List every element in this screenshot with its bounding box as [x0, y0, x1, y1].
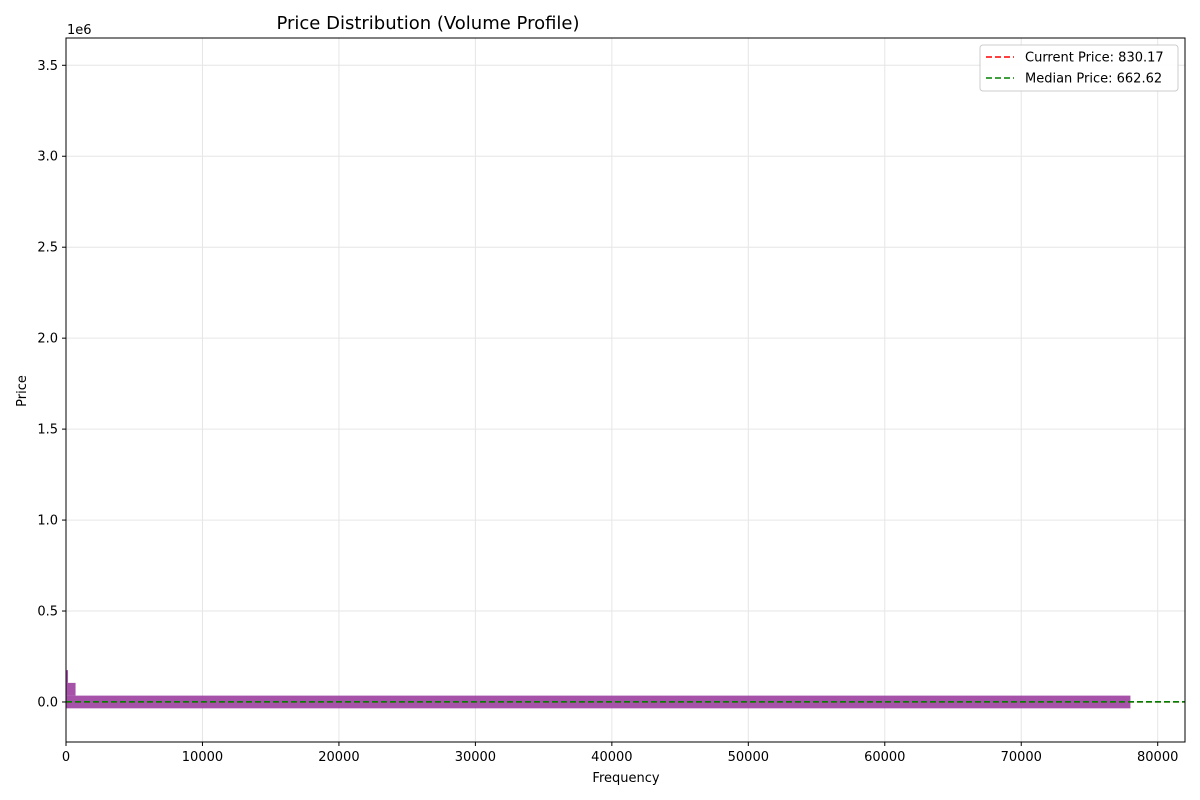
- grid: [65, 38, 1185, 742]
- x-axis-ticks: 0 10000 20000 30000 40000 50000 60000 70000 8000…: [62, 742, 1178, 765]
- plot-frame: [65, 37, 1186, 743]
- x-tick-label: 40000: [591, 750, 632, 765]
- price-bar: [66, 682, 76, 696]
- y-tick-label: 1.5: [37, 423, 58, 438]
- x-tick-label: 30000: [455, 750, 496, 765]
- legend-label: Current Price: 830.17: [1025, 51, 1164, 66]
- y-tick-label: 0.5: [37, 605, 58, 620]
- y-tick-label: 3.5: [37, 59, 58, 74]
- legend-box: [979, 44, 1179, 92]
- y-axis-label: Price: [15, 375, 30, 407]
- x-tick-label: 50000: [728, 750, 769, 765]
- x-axis-label: Frequency: [592, 771, 659, 786]
- y-tick-label: 2.0: [37, 332, 58, 347]
- y-tick-label: 3.0: [37, 150, 58, 165]
- legend: Current Price: 830.17 Median Price: 662.6…: [979, 44, 1179, 92]
- x-tick-label: 20000: [318, 750, 359, 765]
- y-tick-label: 0.0: [37, 695, 58, 710]
- price-bar: [66, 670, 69, 683]
- legend-label: Median Price: 662.62: [1025, 72, 1162, 87]
- y-tick-label: 1.0: [37, 514, 58, 529]
- x-tick-label: 80000: [1137, 750, 1178, 765]
- y-offset-label: 1e6: [67, 23, 92, 38]
- x-tick-label: 10000: [182, 750, 223, 765]
- x-tick-label: 0: [62, 750, 70, 765]
- x-tick-label: 60000: [864, 750, 905, 765]
- chart-title: Price Distribution (Volume Profile): [276, 13, 579, 34]
- y-axis-ticks: 0.0 0.5 1.0 1.5 2.0 2.5 3.0 3.5: [37, 59, 66, 710]
- y-tick-label: 2.5: [37, 241, 58, 256]
- x-tick-label: 70000: [1001, 750, 1042, 765]
